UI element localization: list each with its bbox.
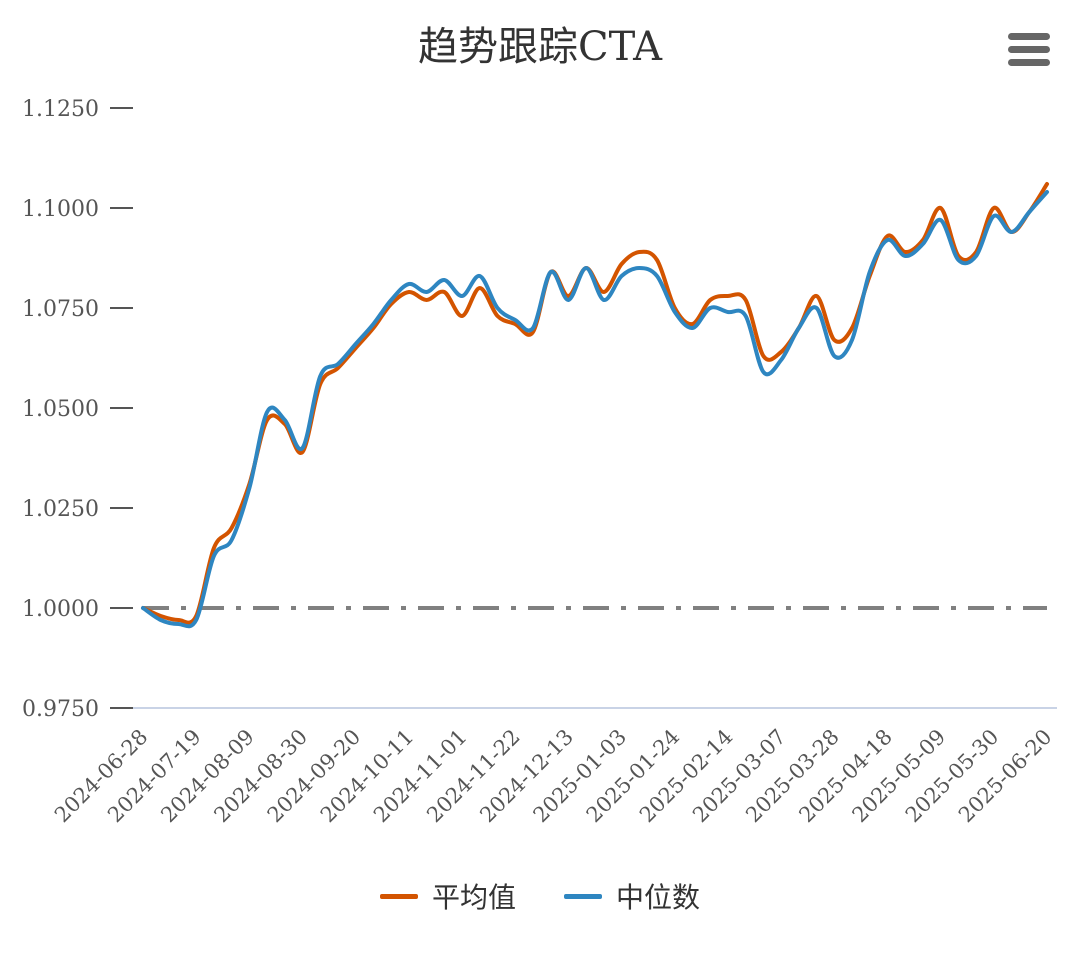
y-tick-label: 1.0500 xyxy=(22,397,99,422)
y-tick-label: 1.1000 xyxy=(22,197,99,222)
legend-item-mean[interactable]: 平均值 xyxy=(379,876,516,916)
y-tick-label: 1.0000 xyxy=(22,597,99,622)
y-tick-label: 1.0750 xyxy=(22,297,99,322)
legend-label-mean: 平均值 xyxy=(431,881,516,914)
chart-menu-button[interactable] xyxy=(1006,30,1052,70)
y-tick-label: 1.0250 xyxy=(22,497,99,522)
series-line-mean xyxy=(141,182,1049,625)
hamburger-menu-icon xyxy=(1008,33,1050,40)
hamburger-menu-icon xyxy=(1008,46,1050,53)
x-tick-label: 2025-06-20 xyxy=(954,725,1057,828)
chart-title: 趋势跟踪CTA xyxy=(418,24,662,70)
legend-label-median: 中位数 xyxy=(616,881,701,914)
legend-swatch-mean xyxy=(379,893,418,899)
hamburger-menu-icon xyxy=(1008,59,1050,66)
y-tick-label: 1.1250 xyxy=(22,97,99,122)
series-line-median xyxy=(141,190,1049,629)
series-layer xyxy=(141,182,1049,629)
legend-item-median[interactable]: 中位数 xyxy=(564,876,700,916)
y-axis: 0.9750 1.0000 1.0250 1.0500 1.0750 1.1000 1.12… xyxy=(22,97,133,722)
legend-swatch-median xyxy=(564,893,602,899)
legend: 平均值 中位数 xyxy=(0,876,1080,916)
x-axis: 2024-06-282024-07-192024-08-092024-08-30… xyxy=(50,725,1057,828)
y-tick-label: 0.9750 xyxy=(22,697,99,722)
